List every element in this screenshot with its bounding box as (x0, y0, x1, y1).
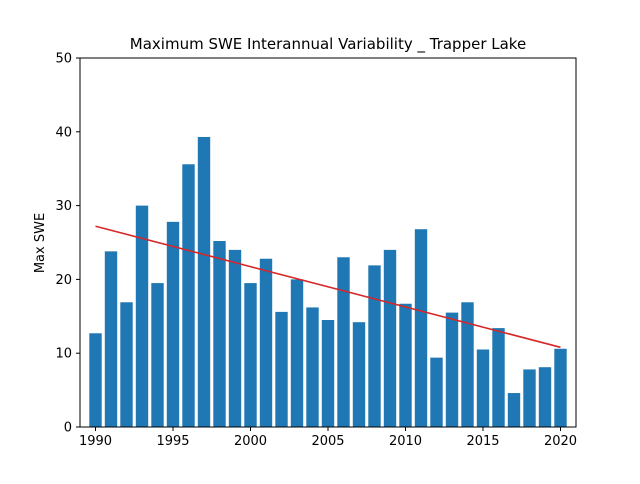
bar-2011 (414, 229, 428, 427)
x-tick-label-2005: 2005 (311, 434, 344, 449)
bar-1992 (120, 302, 133, 427)
bar-1994 (151, 283, 164, 427)
bar-2013 (445, 312, 459, 427)
chart-title: Maximum SWE Interannual Variability _ Tr… (130, 35, 526, 54)
bar-2009 (383, 249, 397, 427)
bar-2002 (275, 311, 288, 427)
y-axis-label: Max SWE (33, 213, 48, 273)
x-tick-label-2010: 2010 (389, 434, 422, 449)
bar-2007 (352, 322, 366, 427)
bar-2005 (321, 319, 335, 427)
bar-2016 (492, 328, 505, 427)
x-tick-label-2000: 2000 (234, 434, 267, 449)
bar-2018 (523, 369, 536, 427)
trend-layer (95, 225, 561, 349)
bar-2008 (368, 265, 381, 427)
x-tick-label-2015: 2015 (466, 434, 499, 449)
bar-2010 (399, 303, 412, 427)
bar-2001 (259, 258, 273, 427)
x-tick-label-1990: 1990 (79, 434, 112, 449)
bar-2012 (430, 357, 443, 427)
x-tick-label-1995: 1995 (156, 434, 189, 449)
bar-1998 (213, 241, 226, 427)
y-tick-label-20: 20 (55, 273, 72, 288)
bar-2003 (290, 279, 304, 427)
y-tick-label-10: 10 (55, 347, 72, 362)
bar-1990 (89, 333, 102, 427)
bar-1993 (135, 205, 149, 427)
y-tick-label-0: 0 (64, 421, 72, 436)
bar-2015 (476, 349, 490, 427)
x-tick-label-2020: 2020 (544, 434, 577, 449)
bar-2000 (244, 283, 257, 427)
bar-1991 (104, 251, 118, 427)
bars-layer (89, 136, 567, 427)
axes-layer: 1990 1995 2000 2005 2010 2015 2020 0 10 20 30 40 50 (55, 52, 577, 450)
bar-2019 (538, 367, 552, 427)
bar-2006 (337, 257, 350, 427)
y-tick-label-50: 50 (55, 52, 72, 67)
bar-2017 (507, 393, 521, 427)
y-tick-label-30: 30 (55, 199, 72, 214)
bar-2020 (554, 348, 567, 427)
bar-2004 (306, 307, 319, 427)
bar-1997 (197, 136, 211, 427)
bar-2014 (461, 302, 474, 427)
bar-1999 (228, 249, 242, 427)
bar-1995 (166, 221, 180, 427)
y-tick-label-40: 40 (55, 125, 72, 140)
trend-line (95, 225, 561, 349)
bar-1996 (182, 164, 195, 427)
